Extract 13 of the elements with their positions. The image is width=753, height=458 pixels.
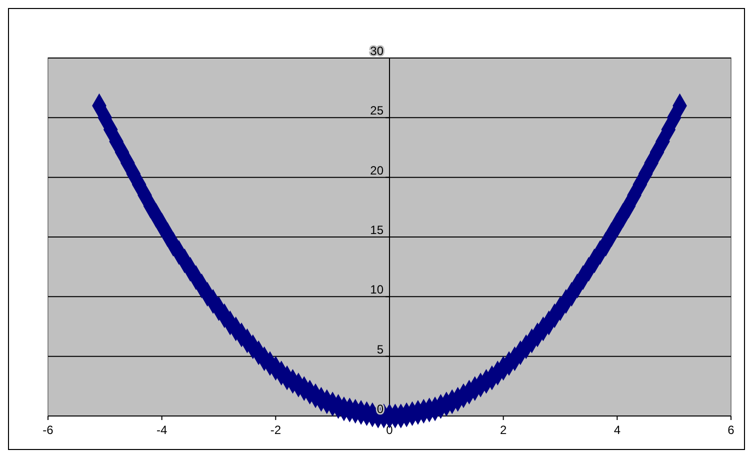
- x-tick-label: 4: [614, 423, 621, 437]
- x-tick-label: -2: [270, 423, 282, 437]
- x-tick-label: 6: [728, 423, 735, 437]
- x-tick-label: -6: [42, 423, 54, 437]
- x-tick-label: -4: [156, 423, 168, 437]
- y-tick-label: 20: [370, 163, 384, 178]
- y-tick-label: 10: [370, 282, 384, 297]
- y-tick-label: 0: [376, 402, 384, 416]
- y-tick-label: 15: [370, 223, 384, 237]
- x-tick-label: 2: [500, 423, 507, 437]
- y-tick-label: 25: [370, 104, 384, 118]
- y-tick-label: 30: [370, 44, 384, 58]
- y-tick-label: 5: [376, 342, 384, 356]
